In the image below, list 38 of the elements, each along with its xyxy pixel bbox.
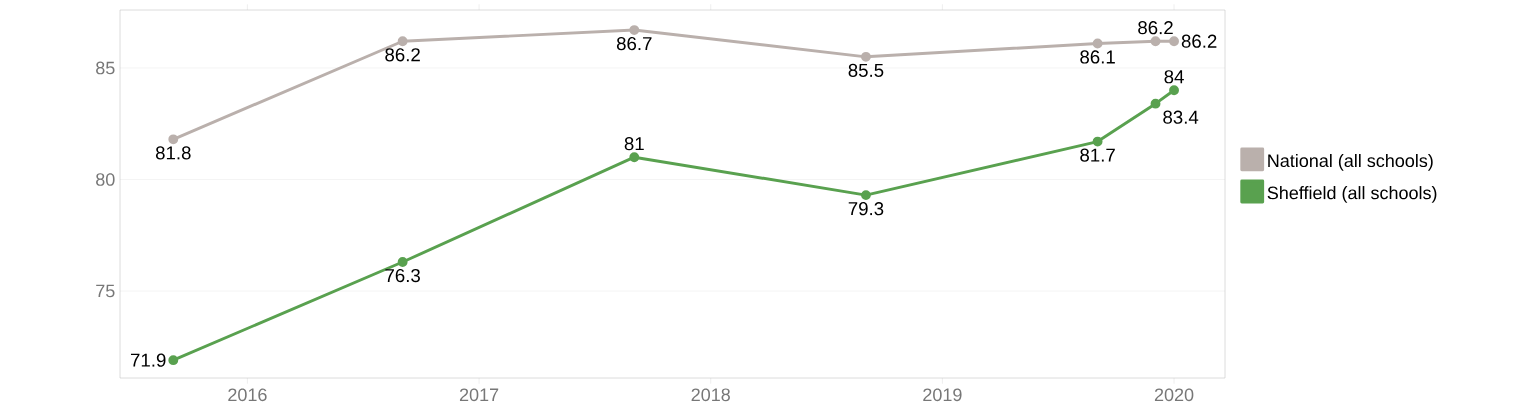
data-label: 86.7 [616,36,652,51]
data-label: 83.4 [1163,110,1199,124]
point [629,152,640,163]
x-tick-label: 2016 [228,388,267,402]
point [861,190,871,201]
data-label: 86.2 [1181,34,1217,48]
data-label: 81.8 [155,146,191,160]
y-tick-label: 80 [96,173,115,186]
y-tick-label: 85 [96,61,115,75]
data-label: 86.2 [385,48,420,62]
point [1092,136,1103,147]
data-label: 81 [624,137,644,151]
point [397,257,408,267]
data-label: 81.7 [1080,148,1115,162]
point [1092,38,1103,49]
legend-label: National (all schools) [1268,153,1433,171]
x-tick-label: 2019 [923,388,962,402]
point [168,355,179,366]
point [1169,36,1179,47]
point [629,25,640,36]
point [397,36,408,47]
x-tick-label: 2020 [1154,388,1194,402]
point [1169,85,1179,96]
x-tick-label: 2017 [459,388,499,402]
legend-label: Sheffield (all schools) [1267,186,1437,203]
y-tick-label: 75 [96,284,115,298]
data-label: 76.3 [385,268,420,283]
data-label: 85.5 [848,63,884,77]
point [861,51,871,62]
point [1150,98,1161,109]
data-label: 84 [1164,70,1184,84]
point [168,134,179,145]
x-tick-label: 2018 [691,388,730,402]
point [1150,36,1161,47]
data-label: 86.1 [1080,50,1115,64]
data-label: 79.3 [848,202,884,216]
data-label: 71.9 [130,353,166,367]
data-label: 86.2 [1138,21,1173,35]
